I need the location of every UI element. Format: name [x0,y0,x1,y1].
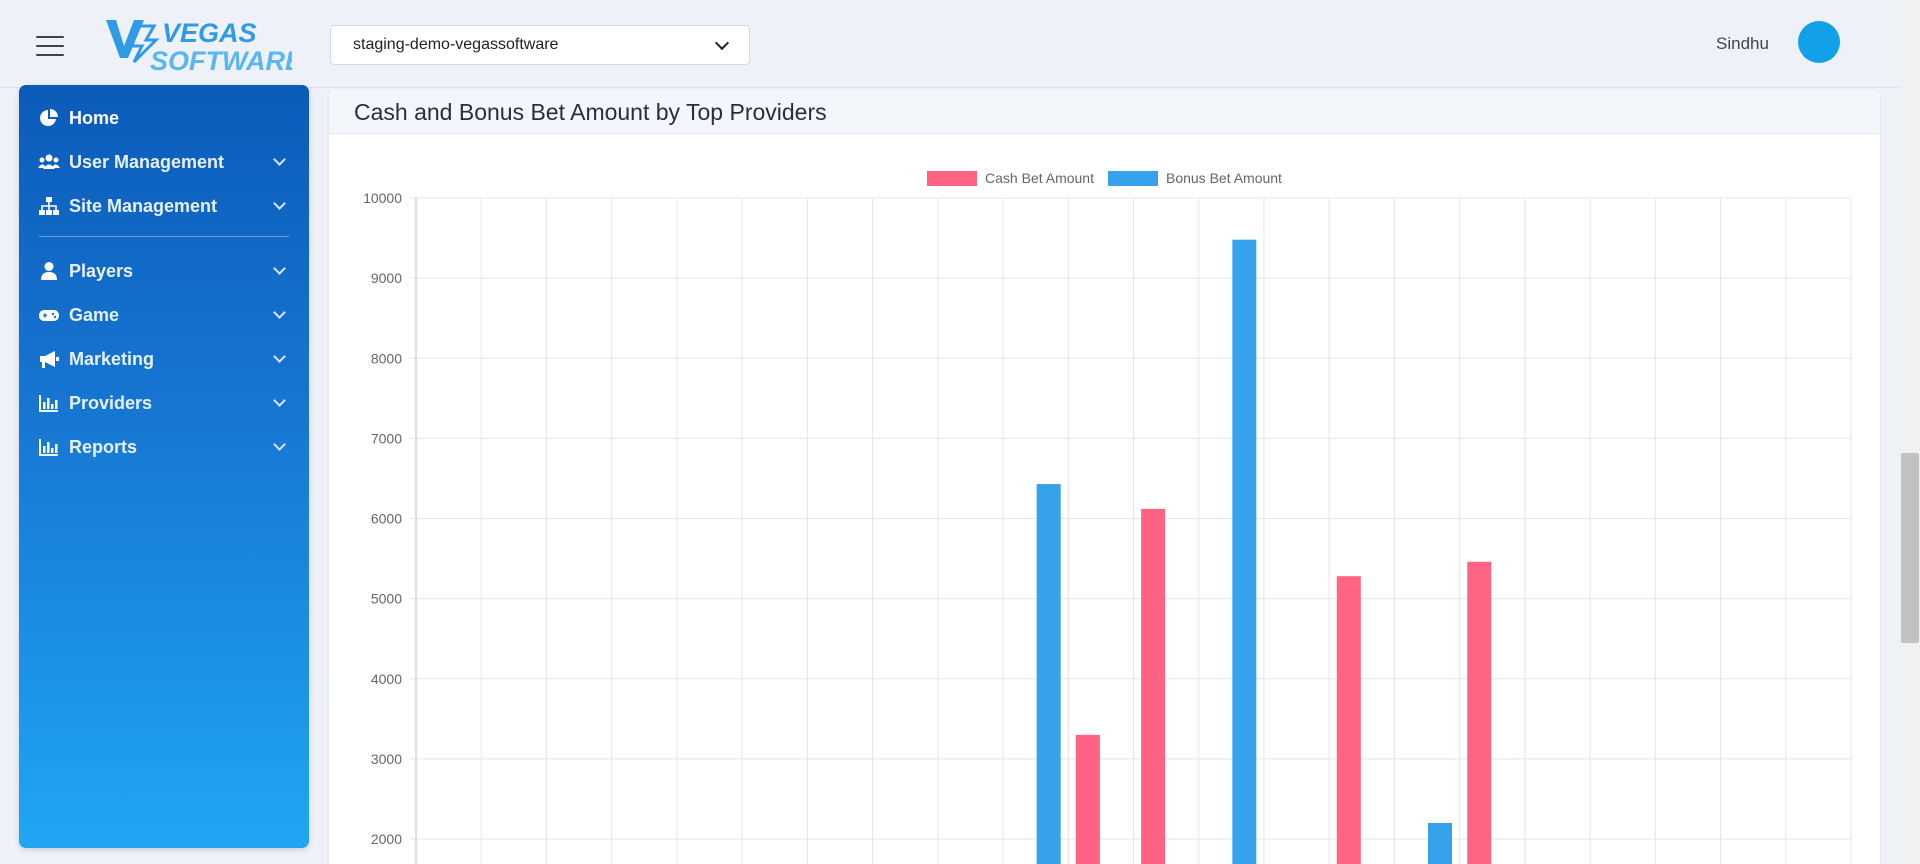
bar-chart-icon [39,439,58,456]
sidebar-item-game[interactable]: Game [19,296,309,332]
gamepad-icon [39,310,59,321]
sidebar-item-reports[interactable]: Reports [19,428,309,464]
bar-cash [1467,561,1492,864]
bar-chart-icon [39,395,58,412]
environment-select-value: staging-demo-vegassoftware [353,36,559,53]
sidebar-item-label: Reports [69,437,138,457]
megaphone-icon [40,351,59,368]
sidebar-item-providers[interactable]: Providers [19,384,309,420]
bar-chart: 10000 9000 8000 7000 6000 5000 4000 3000 2000 [363,190,1852,864]
sidebar-item-site-management[interactable]: Site Management [19,187,309,223]
y-tick-label: 5000 [371,591,402,607]
legend-swatch-cash [927,170,978,186]
sidebar-item-label: Game [69,305,120,325]
card-header: Cash and Bonus Bet Amount by Top Provide… [329,90,1880,134]
logo-text-software: SOFTWARE [150,46,292,72]
logo-bolt-icon [129,24,160,64]
user-icon [41,262,57,280]
logo-v-shape [106,20,144,58]
pie-chart-icon [40,109,58,126]
sidebar-item-label: User Management [69,152,225,172]
sidebar-item-marketing[interactable]: Marketing [19,340,309,376]
sidebar-item-label: Marketing [69,349,155,369]
chevron-down-icon [273,306,286,319]
card-title: Cash and Bonus Bet Amount by Top Provide… [354,99,827,125]
page-scrollbar[interactable] [1900,0,1920,864]
top-header: VEGAS SOFTWARE staging-demo-vegassoftwar… [0,0,1920,88]
sidebar-item-players[interactable]: Players [19,252,309,288]
sidebar-item-user-management[interactable]: User Management [19,143,309,179]
logo-text-vegas: VEGAS [162,18,257,48]
bar-cash [1075,734,1100,864]
chevron-down-icon [273,262,286,275]
bar-cash [1336,576,1361,864]
chevron-down-icon [273,394,286,407]
scrollbar-thumb[interactable] [1901,453,1919,643]
logo[interactable]: VEGAS SOFTWARE [104,18,292,72]
sidebar: Home User Management Site Management Pla… [19,85,309,848]
sitemap-icon [39,197,59,215]
chevron-down-icon [273,350,286,363]
legend-label: Cash Bet Amount [985,170,1094,186]
chevron-down-icon [714,35,730,50]
bar-cash [1141,508,1166,864]
users-icon [38,154,60,169]
sidebar-item-label: Home [69,108,120,128]
environment-select[interactable]: staging-demo-vegassoftware [330,25,750,65]
bar-bonus [1428,822,1453,864]
chevron-down-icon [273,438,286,451]
chevron-down-icon [273,197,286,210]
y-tick-label: 2000 [371,831,402,847]
sidebar-item-label: Providers [69,393,153,413]
y-tick-label: 7000 [371,430,402,446]
y-tick-label: 4000 [371,671,402,687]
legend-item-bonus[interactable]: Bonus Bet Amount [1107,170,1282,186]
hamburger-menu-icon[interactable] [36,36,64,56]
y-tick-label: 3000 [371,751,402,767]
y-tick-label: 9000 [371,270,402,286]
sidebar-item-label: Players [69,261,134,281]
user-name: Sindhu [1716,34,1769,53]
y-tick-label: 8000 [371,350,402,366]
avatar[interactable] [1798,21,1840,63]
bar-bonus [1036,484,1061,864]
chevron-down-icon [273,153,286,166]
legend-label: Bonus Bet Amount [1165,170,1282,186]
chart-card: Cash and Bonus Bet Amount by Top Provide… [329,90,1880,864]
y-tick-label: 10000 [363,190,402,206]
sidebar-item-home[interactable]: Home [19,99,309,135]
y-tick-label: 6000 [371,511,402,527]
legend-swatch-bonus [1107,170,1158,186]
sidebar-item-label: Site Management [69,196,218,216]
chart-legend: Cash Bet Amount Bonus Bet Amount [329,170,1880,186]
sidebar-divider [39,236,289,237]
legend-item-cash[interactable]: Cash Bet Amount [927,170,1094,186]
bar-bonus [1232,239,1257,864]
